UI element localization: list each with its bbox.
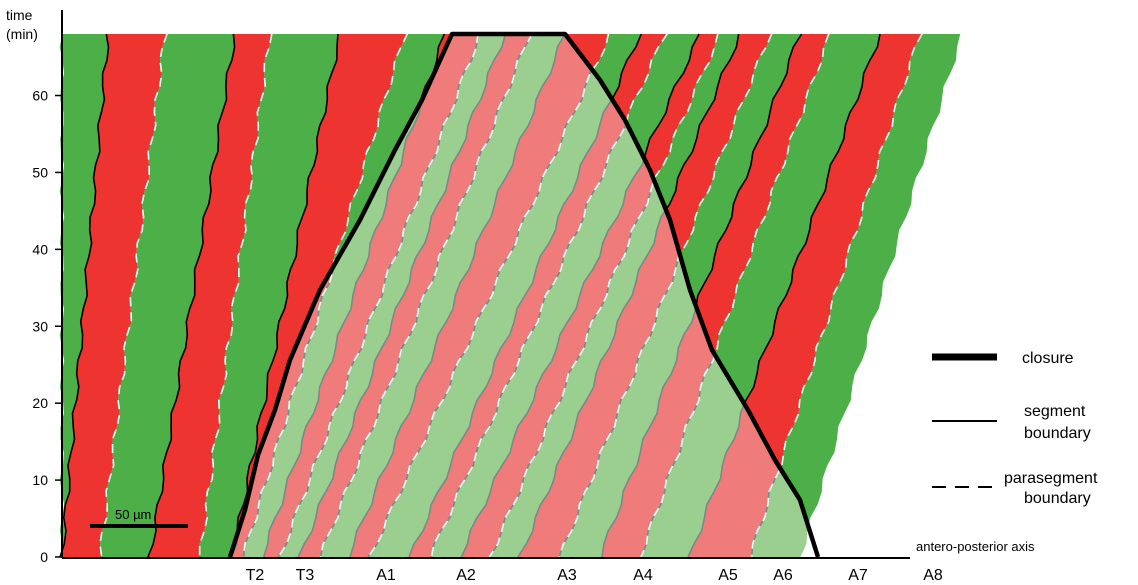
parasegment-boundary xyxy=(750,33,923,558)
segment-label-t2: T2 xyxy=(246,567,265,584)
x-axis-title: antero-posterior axis xyxy=(916,539,1035,554)
stripe-band xyxy=(60,34,167,557)
parasegment-boundary-inside xyxy=(367,34,610,557)
segment-label-a8: A8 xyxy=(923,567,943,584)
segment-label-a1: A1 xyxy=(376,567,396,584)
y-tick-label: 30 xyxy=(32,318,48,334)
legend-parasegment-label-2: boundary xyxy=(1024,490,1091,507)
segment-label-a2: A2 xyxy=(456,567,476,584)
y-tick-label: 20 xyxy=(32,395,48,411)
stripe-band-inside xyxy=(278,34,506,557)
stripe-band-inside xyxy=(243,34,445,557)
y-tick-label: 50 xyxy=(32,164,48,180)
stripe-band xyxy=(751,34,961,557)
segment-label-a4: A4 xyxy=(633,567,653,584)
y-tick-label: 40 xyxy=(32,241,48,257)
segment-label-a5: A5 xyxy=(718,567,738,584)
segment-boundary xyxy=(59,33,110,558)
segment-label-a7: A7 xyxy=(848,567,868,584)
y-axis-title-line2: (min) xyxy=(6,26,38,42)
parasegment-boundary-inside xyxy=(277,34,479,557)
stripe-band xyxy=(199,34,338,557)
y-ticks: 0 10 20 30 40 50 60 xyxy=(32,88,62,565)
y-tick-label: 10 xyxy=(32,472,48,488)
boundary-inside xyxy=(408,34,642,557)
stripe-band-inside xyxy=(263,34,478,557)
legend-closure-label: closure xyxy=(1022,350,1074,367)
segment-label-t3: T3 xyxy=(296,567,315,584)
scale-bar-label: 50 µm xyxy=(115,507,151,522)
x-segment-labels: T2 T3 A1 A2 A3 A4 A5 A6 A7 A8 xyxy=(246,567,943,584)
segment-boundary xyxy=(230,33,339,558)
parasegment-boundary-inside xyxy=(319,34,533,557)
segment-label-a6: A6 xyxy=(773,567,793,584)
legend: closure segment boundary parasegment bou… xyxy=(932,350,1098,507)
legend-parasegment-label-1: parasegment xyxy=(1004,470,1098,487)
stripe-band-inside xyxy=(408,34,668,557)
stripe-band xyxy=(59,34,109,557)
y-axis-title-line1: time xyxy=(6,7,33,23)
legend-segment-label-1: segment xyxy=(1024,403,1086,420)
stripe-band-inside xyxy=(350,34,609,557)
boundary-inside xyxy=(349,34,566,557)
stripe-band xyxy=(100,34,235,557)
segment-label-a3: A3 xyxy=(557,567,577,584)
stripe-band xyxy=(147,34,272,557)
y-tick-label: 0 xyxy=(40,549,48,565)
stripe-band-inside xyxy=(368,34,642,557)
segment-boundary xyxy=(147,33,236,558)
stripe-band-inside xyxy=(298,34,533,557)
boundary-inside xyxy=(262,34,446,557)
stripe-band-inside xyxy=(320,34,566,557)
closure-outline xyxy=(227,31,821,558)
legend-segment-label-2: boundary xyxy=(1024,425,1091,442)
boundary-inside xyxy=(297,34,507,557)
stripe-band-inside xyxy=(431,34,700,557)
y-tick-label: 60 xyxy=(32,88,48,104)
